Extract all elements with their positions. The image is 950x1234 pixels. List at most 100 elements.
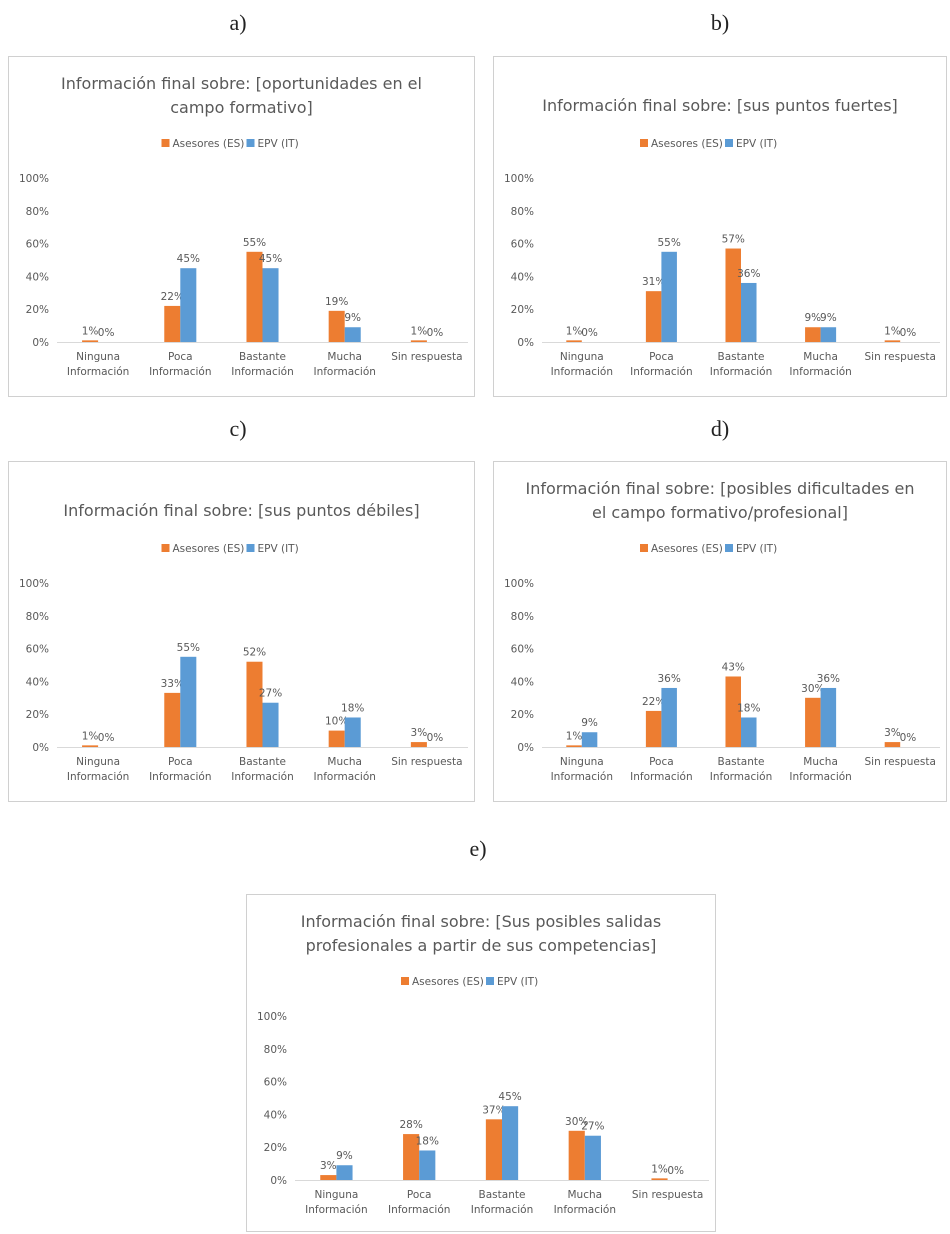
chart-a-ytick-2: 40% — [26, 271, 49, 283]
chart-c-ytick-0: 0% — [32, 742, 49, 754]
chart-d-label-it-1: 36% — [657, 673, 680, 685]
chart-d-bar-es-4 — [884, 742, 901, 747]
chart-e-category-3-line-1: Información — [554, 1204, 616, 1216]
chart-d-label-es-2: 43% — [722, 661, 745, 673]
chart-c-bar-it-3 — [344, 717, 361, 747]
chart-d-bar-it-3 — [820, 687, 837, 747]
chart-d-category-0-line-0: Ninguna — [560, 756, 604, 768]
chart-d-ytick-2: 40% — [511, 676, 534, 688]
chart-b-legend-swatch-it — [725, 139, 733, 147]
chart-d-title-line-0: Información final sobre: [posibles dific… — [526, 479, 915, 498]
chart-c-bar-es-2 — [246, 661, 263, 747]
chart-panel-c: Información final sobre: [sus puntos déb… — [8, 461, 475, 802]
chart-d-category-3-line-0: Mucha — [803, 756, 838, 768]
chart-c-ytick-2: 40% — [26, 676, 49, 688]
chart-b-bar-es-1 — [645, 291, 662, 342]
chart-d-ytick-1: 20% — [511, 709, 534, 721]
chart-c-label-it-1: 55% — [177, 642, 200, 654]
chart-c-category-0-line-0: Ninguna — [76, 756, 120, 768]
panel-letter-d: d) — [710, 416, 730, 441]
chart-b-label-es-1: 31% — [642, 276, 665, 288]
chart-b-category-2-line-1: Información — [710, 366, 772, 378]
chart-c-label-es-2: 52% — [243, 647, 266, 659]
chart-b-label-it-0: 0% — [581, 327, 598, 339]
chart-c-legend-it: EPV (IT) — [258, 543, 299, 555]
chart-d-label-it-3: 36% — [817, 673, 840, 685]
chart-b-label-es-0: 1% — [566, 325, 583, 337]
chart-a-bar-it-1 — [180, 268, 197, 342]
chart-d-legend-es: Asesores (ES) — [651, 543, 723, 555]
chart-c-ytick-1: 20% — [26, 709, 49, 721]
chart-a-bar-es-4 — [410, 340, 427, 342]
chart-b-category-1-line-0: Poca — [649, 351, 674, 363]
chart-a-label-es-4: 1% — [411, 325, 428, 337]
chart-d-label-es-4: 3% — [884, 727, 901, 739]
chart-b-legend-es: Asesores (ES) — [651, 138, 723, 150]
chart-a-category-1-line-0: Poca — [168, 351, 193, 363]
chart-b-ytick-3: 60% — [511, 239, 534, 251]
chart-b-ytick-1: 20% — [511, 304, 534, 316]
chart-c-ytick-4: 80% — [26, 611, 49, 623]
chart-b-category-1-line-1: Información — [630, 366, 692, 378]
chart-a-svg: Información final sobre: [oportunidades … — [19, 74, 468, 378]
chart-e-label-es-1: 28% — [399, 1119, 422, 1131]
chart-e-label-it-4: 0% — [667, 1165, 684, 1177]
chart-b-category-2-line-0: Bastante — [718, 351, 765, 363]
chart-e-label-es-2: 37% — [482, 1104, 505, 1116]
chart-a-bar-it-2 — [262, 268, 279, 342]
chart-e-category-1-line-0: Poca — [407, 1189, 432, 1201]
chart-a-label-it-3: 9% — [344, 312, 361, 324]
chart-panel-b: Información final sobre: [sus puntos fue… — [493, 56, 947, 397]
chart-d-ytick-3: 60% — [511, 644, 534, 656]
chart-e-svg: Información final sobre: [Sus posibles s… — [257, 912, 709, 1216]
chart-e-label-it-3: 27% — [581, 1121, 604, 1133]
chart-d-label-es-3: 30% — [801, 683, 824, 695]
chart-a-category-2-line-0: Bastante — [239, 351, 286, 363]
chart-d-category-1-line-0: Poca — [649, 756, 674, 768]
chart-b-label-es-2: 57% — [722, 234, 745, 246]
chart-a-category-0-line-0: Ninguna — [76, 351, 120, 363]
chart-e-label-es-3: 30% — [565, 1116, 588, 1128]
chart-d-bar-es-0 — [566, 745, 582, 747]
chart-c-label-it-2: 27% — [259, 688, 282, 700]
chart-b-legend-swatch-es — [640, 139, 648, 147]
chart-a-bar-es-1 — [164, 305, 181, 342]
chart-a-title-line-0: Información final sobre: [oportunidades … — [61, 74, 422, 93]
chart-e-legend-it: EPV (IT) — [497, 976, 538, 988]
chart-e-bar-es-3 — [568, 1130, 585, 1180]
chart-panel-d: Información final sobre: [posibles dific… — [493, 461, 947, 802]
chart-a-ytick-3: 60% — [26, 239, 49, 251]
chart-b-category-4-line-0: Sin respuesta — [864, 351, 935, 363]
chart-a-bar-es-0 — [82, 340, 99, 342]
chart-a-legend-es: Asesores (ES) — [173, 138, 245, 150]
chart-b-category-0-line-0: Ninguna — [560, 351, 604, 363]
chart-b-category-0-line-1: Información — [551, 366, 613, 378]
chart-c-category-3-line-1: Información — [313, 771, 375, 783]
chart-c-bar-it-2 — [262, 702, 279, 747]
chart-d-category-1-line-1: Información — [630, 771, 692, 783]
chart-d-bar-es-2 — [725, 676, 741, 747]
chart-d-legend-swatch-es — [640, 544, 648, 552]
chart-d-category-3-line-1: Información — [789, 771, 851, 783]
chart-a-label-it-0: 0% — [98, 327, 115, 339]
chart-a-legend-swatch-it — [246, 139, 255, 147]
chart-a-legend-it: EPV (IT) — [258, 138, 299, 150]
chart-b-category-3-line-1: Información — [789, 366, 851, 378]
chart-e-ytick-0: 0% — [270, 1175, 287, 1187]
chart-d-title-line-1: el campo formativo/profesional] — [592, 503, 848, 522]
chart-a-label-it-2: 45% — [259, 253, 282, 265]
chart-a-bar-es-2 — [246, 251, 263, 342]
chart-c-bar-es-3 — [328, 730, 345, 747]
chart-d-category-2-line-1: Información — [710, 771, 772, 783]
chart-d-category-0-line-1: Información — [551, 771, 613, 783]
chart-d-label-it-2: 18% — [737, 702, 760, 714]
chart-c-category-4-line-0: Sin respuesta — [391, 756, 462, 768]
chart-a-legend-swatch-es — [161, 139, 170, 147]
chart-d-label-it-4: 0% — [900, 732, 917, 744]
chart-d-bar-it-2 — [741, 717, 757, 747]
chart-e-category-2-line-0: Bastante — [479, 1189, 526, 1201]
chart-e-bar-es-1 — [403, 1134, 420, 1180]
chart-e-category-2-line-1: Información — [471, 1204, 533, 1216]
chart-e-bar-es-4 — [651, 1178, 668, 1180]
chart-b-ytick-0: 0% — [517, 337, 534, 349]
